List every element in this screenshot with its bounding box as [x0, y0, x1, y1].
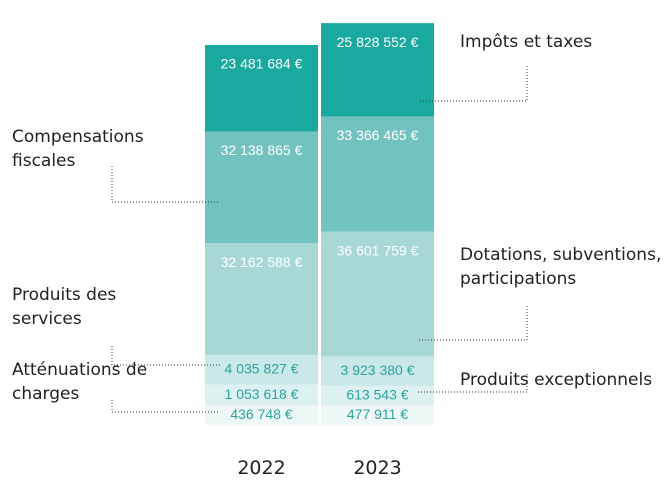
leader-line: [418, 66, 528, 102]
legend-label: Atténuations de charges: [12, 360, 148, 404]
value-label: 32 162 588 €: [221, 254, 303, 270]
value-label: 25 828 552 €: [337, 34, 419, 50]
value-label: 3 923 380 €: [341, 362, 415, 378]
value-label: 33 366 465 €: [337, 127, 419, 143]
value-label: 477 911 €: [347, 406, 408, 422]
leader-line: [418, 374, 528, 393]
bar-segment: [205, 405, 318, 425]
bar-segment: [321, 116, 434, 232]
leader-line: [418, 306, 528, 341]
bar-segment: [321, 23, 434, 117]
legend-label: Impôts et taxes: [460, 32, 593, 52]
value-label: 1 053 618 €: [225, 386, 299, 402]
leader-line: [111, 346, 220, 366]
value-label: 36 601 759 €: [337, 242, 419, 258]
legend-label: Dotations, subventions, participations: [460, 245, 662, 289]
bar-segment: [321, 385, 434, 406]
bar-segment: [321, 356, 434, 386]
value-label: 613 543 €: [346, 386, 408, 402]
value-label: 4 035 827 €: [225, 360, 299, 376]
legend-label: Compensations fiscales: [12, 127, 144, 171]
bar-segment: [205, 354, 318, 385]
value-label: 436 748 €: [230, 406, 292, 422]
value-label: 32 138 865 €: [221, 142, 303, 158]
bar-segment: [205, 243, 318, 355]
legend-label: Produits des services: [12, 285, 117, 329]
bar-segment: [321, 405, 434, 425]
legend-label: Produits exceptionnels: [460, 370, 653, 390]
x-tick-label: 2022: [237, 457, 285, 479]
leader-line: [111, 166, 220, 203]
bar-segment: [205, 384, 318, 406]
x-tick-label: 2023: [353, 457, 401, 479]
value-label: 23 481 684 €: [221, 56, 303, 72]
leader-line: [111, 400, 220, 413]
bar-segment: [321, 231, 434, 357]
bar-segment: [205, 45, 318, 132]
bar-segment: [205, 131, 318, 244]
